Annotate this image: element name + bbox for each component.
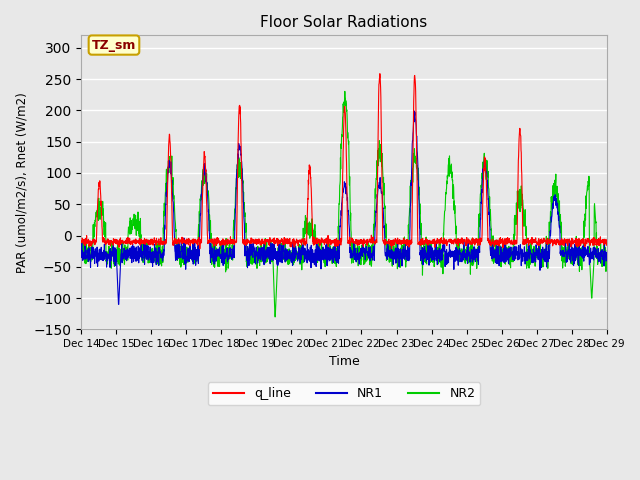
NR2 [371, 214, 379, 220]
Y-axis label: PAR (umol/m2/s), Rnet (W/m2): PAR (umol/m2/s), Rnet (W/m2) [15, 92, 28, 273]
NR1 [572, 258, 579, 264]
NR2 [603, 256, 611, 262]
q_line [376, 71, 384, 76]
NR2 [572, 254, 579, 260]
q_line [371, 240, 378, 245]
Legend: q_line, NR1, NR2: q_line, NR1, NR2 [207, 383, 480, 406]
NR1 [497, 244, 505, 250]
q_line [497, 240, 505, 246]
NR2 [77, 252, 85, 258]
NR1 [224, 252, 232, 258]
q_line [196, 246, 204, 252]
NR2 [341, 88, 349, 94]
NR2 [224, 258, 232, 264]
q_line [224, 239, 232, 244]
NR1 [411, 108, 419, 114]
NR1 [359, 245, 367, 251]
NR1 [371, 248, 378, 253]
Line: NR2: NR2 [81, 91, 607, 317]
NR1 [603, 254, 611, 260]
Line: NR1: NR1 [81, 111, 607, 304]
NR2 [360, 249, 367, 255]
NR1 [557, 252, 564, 258]
NR2 [271, 314, 279, 320]
q_line [359, 238, 367, 244]
q_line [572, 240, 579, 245]
NR2 [497, 251, 505, 257]
Text: TZ_sm: TZ_sm [92, 38, 136, 51]
q_line [77, 240, 85, 245]
q_line [557, 240, 564, 246]
X-axis label: Time: Time [328, 355, 359, 368]
NR1 [115, 301, 122, 307]
Title: Floor Solar Radiations: Floor Solar Radiations [260, 15, 428, 30]
NR2 [557, 229, 564, 235]
q_line [603, 240, 611, 245]
Line: q_line: q_line [81, 73, 607, 249]
NR1 [77, 242, 85, 248]
